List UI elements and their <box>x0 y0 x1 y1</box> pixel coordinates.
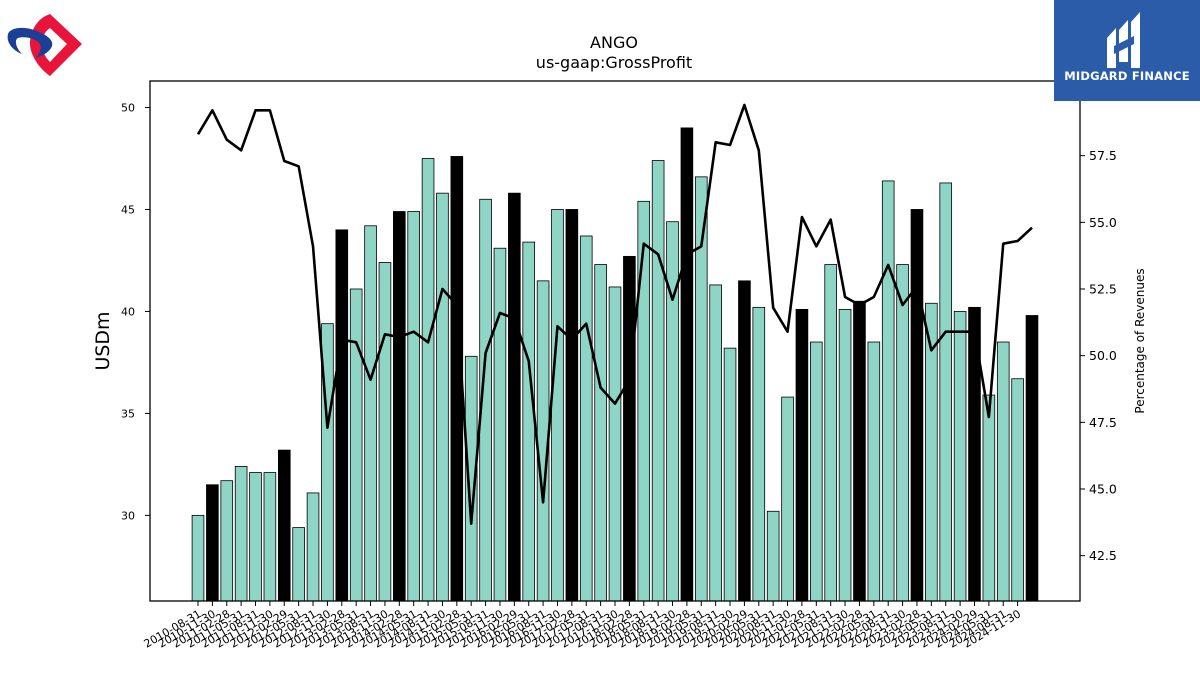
y-tick-label: 40 <box>121 305 135 318</box>
bar <box>982 394 996 602</box>
bar <box>407 211 420 602</box>
y2-tick-label: 52.5 <box>1089 282 1117 297</box>
chart-subtitle: us-gaap:GrossProfit <box>536 53 692 72</box>
bar <box>292 527 305 602</box>
bar <box>594 264 607 602</box>
bar <box>493 247 507 602</box>
line-layer <box>196 103 1033 525</box>
bar <box>364 225 377 602</box>
chart-title: ANGO <box>590 33 638 52</box>
y2-tick-label: 45.0 <box>1089 482 1117 497</box>
bar <box>795 308 809 602</box>
bar <box>522 241 536 602</box>
bar <box>579 235 593 602</box>
y-axis-label: USDm <box>92 311 114 370</box>
bar <box>738 280 751 602</box>
bar <box>277 449 291 602</box>
bar <box>766 510 780 602</box>
bar <box>781 396 794 602</box>
bar <box>896 264 909 602</box>
bar <box>996 341 1010 602</box>
bar <box>637 200 651 602</box>
bar <box>234 466 248 602</box>
y2-tick-label: 55.0 <box>1089 215 1117 230</box>
bar <box>752 306 766 602</box>
bar <box>1025 315 1039 602</box>
bar <box>666 221 679 602</box>
y2-axis-label: Percentage of Revenues <box>1133 268 1147 413</box>
bar <box>249 472 262 602</box>
brand-name: MIDGARD FINANCE <box>1064 69 1190 83</box>
bar <box>191 514 205 602</box>
y-tick-label: 45 <box>121 203 135 216</box>
y-tick-label: 35 <box>121 407 135 420</box>
bar <box>306 492 320 602</box>
bar <box>623 255 636 602</box>
bar <box>680 127 694 602</box>
bar <box>867 341 881 602</box>
series-line <box>196 103 1033 525</box>
bar <box>1011 378 1024 602</box>
bar <box>824 264 837 602</box>
bar <box>263 472 277 602</box>
bar <box>853 300 866 602</box>
bars-layer <box>191 127 1039 602</box>
bar <box>838 308 852 602</box>
midgard-finance-logo: MIDGARD FINANCE <box>1054 0 1200 101</box>
bar <box>436 192 449 602</box>
bar <box>651 160 665 602</box>
bar <box>953 311 967 602</box>
bar <box>565 209 579 602</box>
bar <box>206 484 219 602</box>
y2-tick-label: 47.5 <box>1089 415 1117 430</box>
bar <box>608 286 622 602</box>
bar <box>881 180 895 602</box>
bar <box>378 262 392 602</box>
bar <box>939 182 953 602</box>
y-tick-label: 30 <box>121 509 135 522</box>
bar <box>723 347 737 602</box>
y2-tick-label: 57.5 <box>1089 148 1117 163</box>
bar <box>349 288 363 602</box>
bar <box>220 480 234 602</box>
logo-left-mark <box>7 14 82 76</box>
y2-tick-label: 50.0 <box>1089 348 1117 363</box>
midgard-mark-icon <box>1107 12 1140 68</box>
bar <box>421 158 435 602</box>
y2-tick-label: 42.5 <box>1089 548 1117 563</box>
bar <box>508 192 521 602</box>
y-tick-label: 50 <box>121 102 135 115</box>
bar <box>910 209 924 602</box>
axes-layer: 303540455042.545.047.550.052.555.057.520… <box>121 80 1117 651</box>
bar <box>393 211 406 602</box>
bar <box>810 341 823 602</box>
bar <box>709 284 722 602</box>
bar <box>551 209 564 602</box>
bar <box>335 229 349 602</box>
